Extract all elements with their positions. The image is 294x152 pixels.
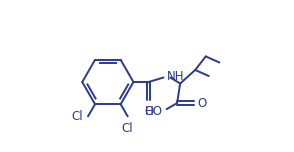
Text: HO: HO [145, 105, 163, 118]
Text: Cl: Cl [122, 122, 133, 135]
Text: NH: NH [167, 69, 185, 83]
Text: O: O [144, 105, 153, 118]
Text: O: O [198, 97, 207, 110]
Text: Cl: Cl [71, 110, 83, 123]
